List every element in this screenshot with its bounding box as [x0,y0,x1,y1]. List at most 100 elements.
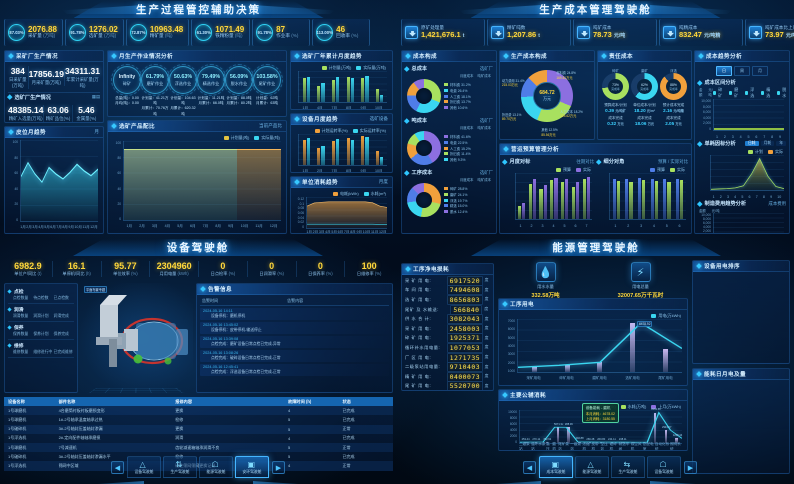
diamond-icon [8,53,14,59]
tree-group-2[interactable]: 保养 保养数量 保养计划 保养完成 [7,323,74,340]
x-tick-8: 9月 [356,230,363,234]
equipment-kpi-7: 100 日维修率 (%) [345,261,393,277]
mini-tab-日耗[interactable]: 日耗 [745,141,759,146]
consumption-area-chart: 0.12 0.1 0.08 0.06 0.04 0.02 0 1月 2月 3月 4月 5月 6月 7月 8… [294,197,389,234]
kpi-value: 0 [317,261,323,271]
sub-filter[interactable]: 预算 / 实际对比 [657,158,688,164]
alarm-text: 设备停机：磨机停机 [211,313,246,318]
mini-tab-月耗[interactable]: 月耗 [760,141,775,146]
bar-group-9 [621,410,624,443]
kpi-item-3: 61.30% 1071.49 铁精粉量 (吨) [191,19,251,46]
bar-group-3 [650,173,658,219]
sub-filter[interactable]: 成本费用 [768,200,786,206]
x-tick-1: 2月 [26,225,32,229]
x-tick-8: 9 [770,195,773,199]
tree-group-title: 保养 [14,325,24,331]
x-axis: 1月 2月 3月 4月 5月 6月 7月 8月 9月 10月 11月 12月 [20,224,98,230]
viewport-tag[interactable]: 平面布置专题 [84,286,108,293]
panel-body: 电耗(万kWh)水耗(万吨)上月(万kWh) 10000800060004000… [499,401,687,450]
bar-0 [524,442,527,443]
gauge-3: 79.49% 精选作业 [195,64,227,96]
table-row[interactable]: 1号球磨机 7号减速机 齿轮减速箱轴承润滑不良 5 正常 [4,442,393,453]
alarm-item-2[interactable]: 2024-05-16 13:39:08 点检完成：磨矿设备日常点检已完成-异常 [200,335,389,348]
panel-header: 工序净电损耗 [402,264,493,275]
alarm-item-1[interactable]: 2024-05-16 13:45:02 设备停机：皮带停机-输送停止 [200,321,389,334]
nav-item-1[interactable]: ⇅ 生产驾驶舱 [163,456,197,478]
subsection-actions[interactable]: ▦▤ [91,94,100,99]
bar-实际-4 [565,178,569,219]
tree-group-3[interactable]: 维修 维修数量 维修进行中 已完成维修 [7,341,74,358]
nav-prev-arrow[interactable]: ◀ [111,461,124,474]
table-col-header-4: 状态 [342,398,351,404]
x-tick-10: 11月 [370,230,379,234]
tree-col-1: 保养计划 [33,332,49,336]
nav-item-3[interactable]: ☖ 设备驾驶舱 [647,456,681,478]
bar-3 [630,322,636,372]
bar-group-4 [361,71,369,102]
alarm-item-4[interactable]: 2024-05-16 12:45:41 点检完成：浮选设备日常点检已完成-正常 [200,363,389,376]
bar-3 [556,427,559,443]
table-row[interactable]: 1号浮选机 2#-定向配件轴轴承磨损 润滑 4 已完成 [4,433,393,443]
x-tick-2: 3月 [318,230,325,234]
y-tick-4: 3000 [507,352,515,357]
legend-item-2: 浮选 [744,87,756,99]
chart-legend: 碎矿 磨矿 浮选 精选 脱水 [712,87,789,99]
alarm-item-0[interactable]: 2024-05-16 14:11 设备停机：磨机停机 [200,307,389,320]
bar-group-1 [317,71,325,102]
kpi-label: 铁精粉量 (吨) [215,33,243,39]
tree-group-0[interactable]: 点检 点检数量 待点检数 已点检数 [7,287,74,304]
legend-item-2: 上月(万kWh) [651,404,681,410]
equipment-board [0,238,397,484]
meter-label: 厂 区 用 电: [405,354,432,360]
nav-item-2[interactable]: ☖ 能源驾驶舱 [199,456,233,478]
bar-14 [675,438,678,443]
gauge-ring: 103.58% 尾矿作业 [251,64,283,96]
table-row[interactable]: 1号球磨机 4台磨筒衬板衬板磨损变形 更换 4 已完成 [4,406,393,416]
meter-value: 1271735 [446,352,484,363]
y-tick-2: 6,000 [703,110,711,115]
bar-group-2 [331,71,340,102]
panel-filter[interactable]: 当前产品比 [259,123,282,128]
cost-section-filter[interactable]: 选矿厂 [479,169,493,175]
tree-group-1[interactable]: 润滑 润滑数量 润滑计划 润滑完成 [7,305,74,322]
bar-8 [610,442,613,443]
budget-bar-chart-a: 1 2 3 4 5 6 7 [503,173,594,228]
table-body: 1号球磨机 4台磨筒衬板衬板磨损变形 更换 4 已完成 1号球磨机 1#-2号轴承温度轴承过… [4,406,393,471]
sub-filter[interactable]: 往期对比 [576,158,594,164]
nav-item-3[interactable]: ▣ 安环驾驶舱 [235,456,269,478]
bolt-icon: ⚡ [630,262,651,282]
panel-mine-production: 采矿厂生产情况 384 日采矿量(万吨) 17856.19 月采矿量(万吨) 34311… [4,50,104,123]
donut-legend-1: 材料费 41.6% 电费 22.5% 人工费 15.2% 折旧费 11.4% 其他 9.… [444,134,471,162]
bar-计划量(万吨)-1 [317,85,321,102]
tab-月[interactable]: 月 [752,66,768,76]
panel-filter[interactable]: 选矿设备 [369,116,388,121]
mini-tab-年[interactable]: 年 [776,141,786,146]
tab-日[interactable]: 日 [716,66,732,76]
legend-item-1: 实际量(吨) [254,135,280,141]
nav-item-0[interactable]: △ 设备驾驶舱 [127,456,161,478]
bar-group-10 [632,410,635,443]
unitcost-tabs[interactable]: 日耗 月耗年 [745,141,786,146]
nav-item-1[interactable]: △ 能源驾驶舱 [575,456,609,478]
nav-next-arrow[interactable]: ▶ [272,461,285,474]
nav-item-0[interactable]: ▣ 成本驾驶舱 [539,456,573,478]
cost-section-filter[interactable]: 选矿厂 [479,117,493,123]
cost-section-filter[interactable]: 选矿厂 [479,65,493,71]
panel-period-select[interactable]: 月度 [378,179,388,184]
kpi-label: 日保养率 (%) [308,271,333,276]
kpi-value: 16.1 [67,261,86,271]
tab-周[interactable]: 周 [734,66,750,76]
period-tabs[interactable]: 日周月 [698,64,786,78]
table-row[interactable]: 1号破碎机 3#-2号轴封压盖轴封渗漏 更换 5 正常 [4,424,393,434]
equipment-3d-viewport[interactable]: 平面布置专题 [80,283,193,393]
panel-period-select[interactable]: 月 [94,129,99,134]
nav-item-2[interactable]: ⇆ 生产驾驶舱 [611,456,645,478]
y-tick-3: 40 [117,186,121,191]
nav-next-arrow[interactable]: ▶ [684,461,697,474]
alarm-item-3[interactable]: 2024-05-16 13:08:26 点检完成：破碎设备日常点检已完成-正常 [200,349,389,362]
bar-group-4 [361,134,369,165]
nav-prev-arrow[interactable]: ◀ [523,461,536,474]
table-row[interactable]: 1号球磨机 1#-2号轴承温度轴承过热 检修 5 已完成 [4,415,393,425]
kpi-label: 吨矿成本比上月 [765,24,794,30]
